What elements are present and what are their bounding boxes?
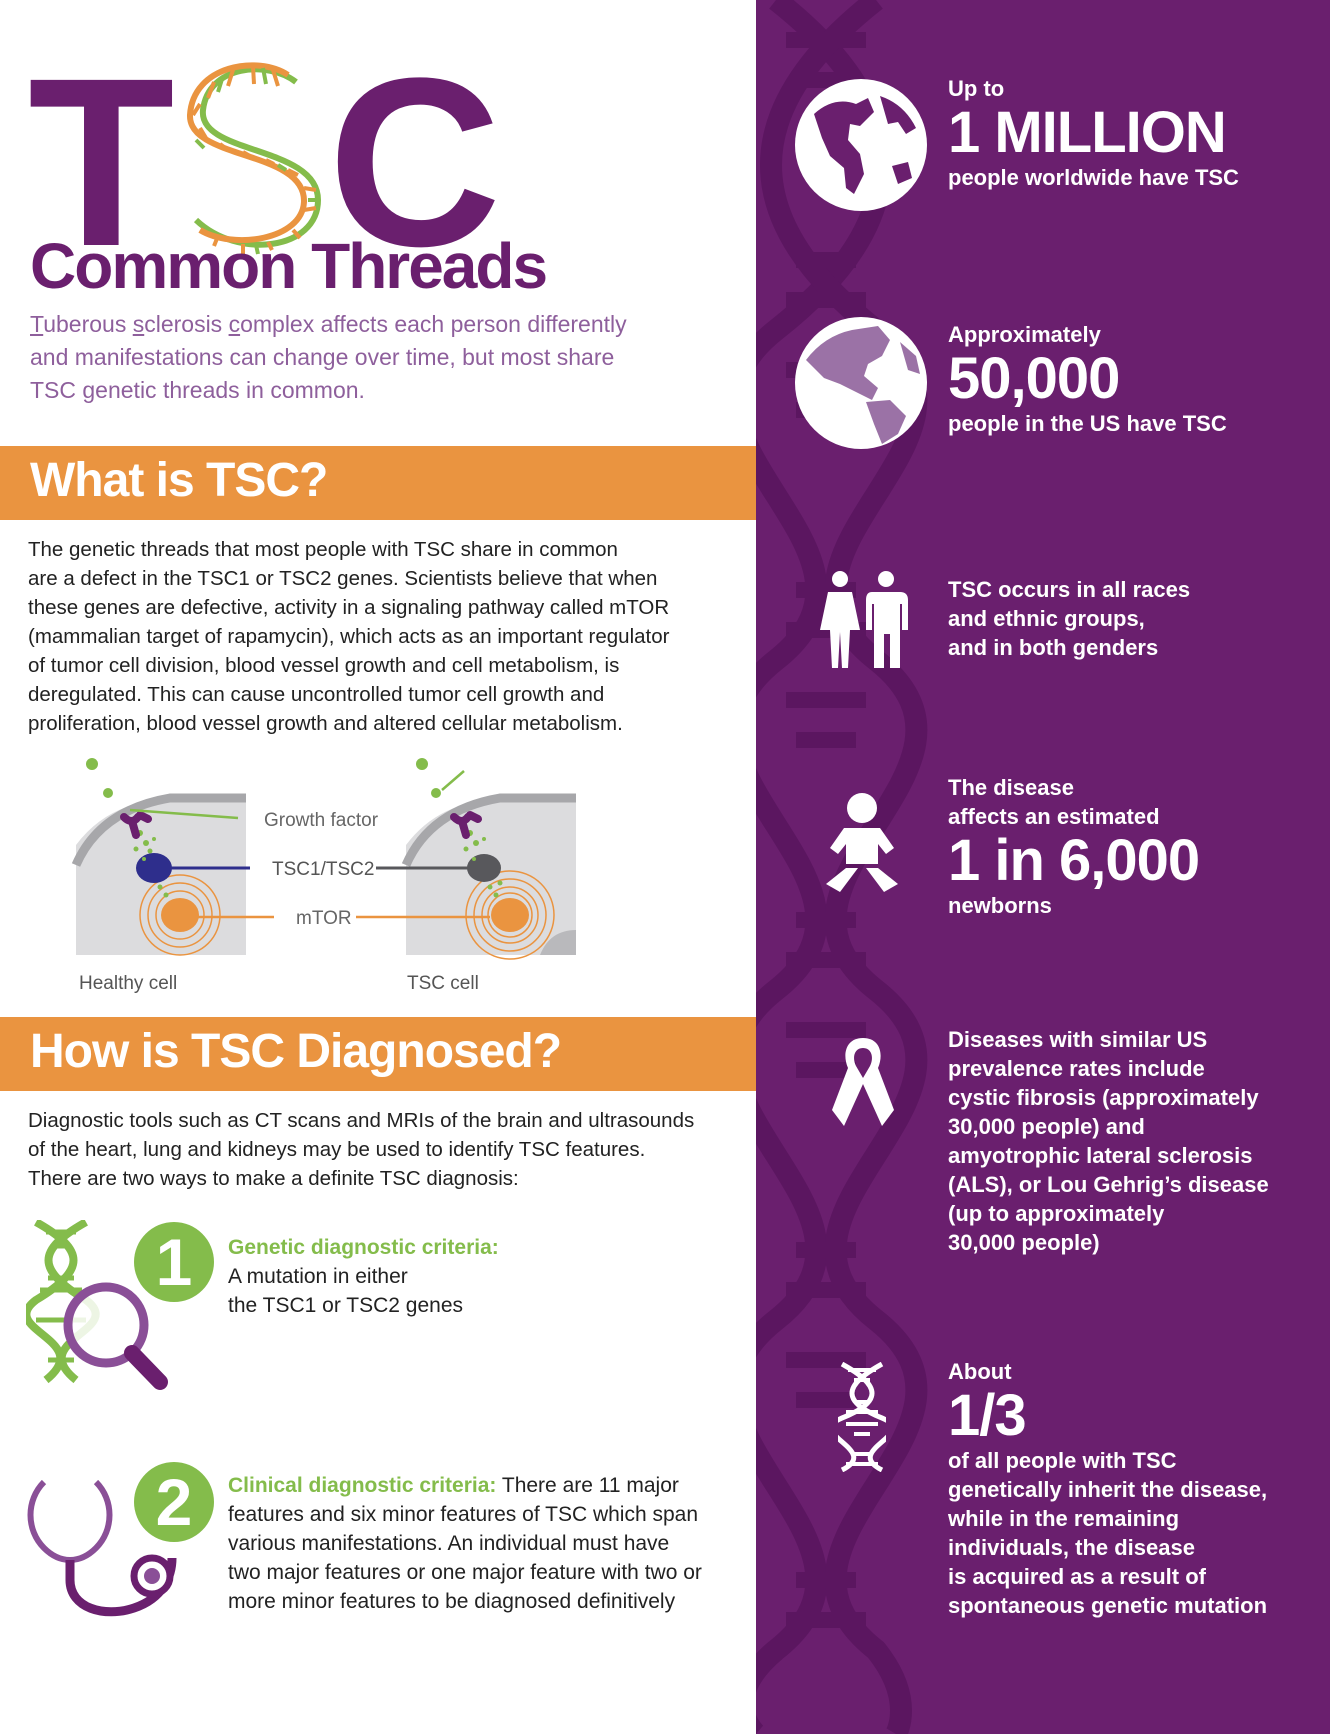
intro-text: Tuberous sclerosis complex affects each … xyxy=(30,308,670,407)
stat-inherit-line: is acquired as a result of xyxy=(948,1564,1206,1589)
what-is-tsc-band: What is TSC? xyxy=(0,446,756,520)
stat-newborns-pre2: affects an estimated xyxy=(948,804,1160,829)
what-line: deregulated. This can cause uncontrolled… xyxy=(28,683,605,706)
stat-similar-line: prevalence rates include xyxy=(948,1056,1205,1081)
stat-worldwide-pre: Up to xyxy=(948,76,1005,101)
what-line: proliferation, blood vessel growth and a… xyxy=(28,712,623,735)
stat-similar-diseases: Diseases with similar US prevalence rate… xyxy=(948,1025,1269,1257)
stat-newborns-post: newborns xyxy=(948,893,1052,918)
stat-similar-line: cystic fibrosis (approximately xyxy=(948,1085,1259,1110)
stat-worldwide-post: people worldwide have TSC xyxy=(948,165,1239,190)
stat-similar-line: (ALS), or Lou Gehrig’s disease xyxy=(948,1172,1269,1197)
criteria-2-line: various manifestations. An individual mu… xyxy=(228,1532,670,1555)
tsc-cell-graphic xyxy=(401,758,576,960)
intro-line-1: Tuberous sclerosis complex affects each … xyxy=(30,308,670,341)
intro-line-2: and manifestations can change over time,… xyxy=(30,344,615,370)
stat-similar-line: 30,000 people) xyxy=(948,1230,1100,1255)
stat-inherit-big: 1/3 xyxy=(948,1383,1027,1448)
stat-races-line: and ethnic groups, xyxy=(948,606,1145,631)
criteria-2-title: Clinical diagnostic criteria: xyxy=(228,1474,497,1497)
what-is-tsc-body: The genetic threads that most people wit… xyxy=(28,535,718,738)
stat-newborns-big: 1 in 6,000 xyxy=(948,828,1200,893)
diagnosed-line: of the heart, lung and kidneys may be us… xyxy=(28,1138,646,1161)
stat-inherit: About 1/3 of all people with TSC genetic… xyxy=(948,1357,1267,1620)
criteria-1-text: Genetic diagnostic criteria: A mutation … xyxy=(228,1233,708,1320)
stat-similar-line: amyotrophic lateral sclerosis xyxy=(948,1143,1253,1168)
baby-icon xyxy=(826,793,898,892)
criteria-2-line-1: Clinical diagnostic criteria: There are … xyxy=(228,1471,728,1500)
tsc-title-graphic: T C xyxy=(28,40,498,260)
intro-part1: uberous xyxy=(43,311,133,337)
stat-newborns: The disease affects an estimated 1 in 6,… xyxy=(948,773,1200,920)
criteria-2-line: features and six minor features of TSC w… xyxy=(228,1503,699,1526)
criteria-2-line: There are 11 major xyxy=(501,1474,679,1497)
stat-worldwide: Up to 1 MILLION people worldwide have TS… xyxy=(948,74,1239,192)
stat-inherit-line: of all people with TSC xyxy=(948,1448,1177,1473)
title-letter-t: T xyxy=(28,40,175,260)
intro-part3: omplex affects each person differently xyxy=(240,311,627,337)
healthy-cell-graphic xyxy=(71,758,246,956)
dna-s-graphic xyxy=(186,62,322,255)
stat-newborns-pre1: The disease xyxy=(948,775,1074,800)
diagnosed-heading: How is TSC Diagnosed? xyxy=(30,1025,562,1078)
stats-panel: Up to 1 MILLION people worldwide have TS… xyxy=(756,0,1330,1734)
stat-us-pre: Approximately xyxy=(948,322,1101,347)
globe-icon xyxy=(795,79,927,211)
intro-part2: clerosis xyxy=(144,311,229,337)
criteria-2-number-badge: 2 xyxy=(134,1462,214,1542)
diagnosed-line: Diagnostic tools such as CT scans and MR… xyxy=(28,1109,695,1132)
criteria-1-number-badge: 1 xyxy=(134,1222,214,1302)
what-line: are a defect in the TSC1 or TSC2 genes. … xyxy=(28,567,658,590)
label-tsc-cell: TSC cell xyxy=(407,973,479,994)
intro-c: c xyxy=(228,311,241,337)
criteria-1-title: Genetic diagnostic criteria: xyxy=(228,1236,499,1259)
what-line: (mammalian target of rapamycin), which a… xyxy=(28,625,670,648)
intro-s: s xyxy=(132,311,145,337)
stat-races-line: TSC occurs in all races xyxy=(948,577,1191,602)
stat-inherit-pre: About xyxy=(948,1359,1012,1384)
stat-inherit-line: genetically inherit the disease, xyxy=(948,1477,1268,1502)
stat-similar-line: Diseases with similar US xyxy=(948,1027,1208,1052)
man-woman-icon xyxy=(820,571,908,668)
label-mtor: mTOR xyxy=(296,908,352,929)
subtitle: Common Threads xyxy=(30,230,548,302)
stat-us: Approximately 50,000 people in the US ha… xyxy=(948,320,1227,438)
criteria-1-line: the TSC1 or TSC2 genes xyxy=(228,1294,464,1317)
stat-inherit-line: individuals, the disease xyxy=(948,1535,1195,1560)
what-is-tsc-heading: What is TSC? xyxy=(30,454,328,507)
stat-us-post: people in the US have TSC xyxy=(948,411,1227,436)
cell-diagram: Growth factor TSC1/TSC2 mTOR Healthy cel… xyxy=(71,758,576,994)
what-line: of tumor cell division, blood vessel gro… xyxy=(28,654,620,677)
label-healthy-cell: Healthy cell xyxy=(79,973,177,994)
stat-inherit-line: while in the remaining xyxy=(948,1506,1180,1531)
ribbon-icon xyxy=(832,1038,894,1126)
stethoscope-icon xyxy=(27,1480,177,1617)
label-tsc1-tsc2: TSC1/TSC2 xyxy=(272,859,374,880)
stat-races: TSC occurs in all races and ethnic group… xyxy=(948,575,1190,662)
dna-strand-icon xyxy=(838,1362,886,1472)
dna-magnifier-icon xyxy=(26,1220,168,1390)
intro-line-3: TSC genetic threads in common. xyxy=(30,377,365,403)
stat-us-big: 50,000 xyxy=(948,346,1120,411)
label-growth-factor: Growth factor xyxy=(264,810,379,831)
intro-t: T xyxy=(30,311,44,337)
stat-similar-line: (up to approximately xyxy=(948,1201,1165,1226)
what-line: The genetic threads that most people wit… xyxy=(28,538,618,561)
criteria-1-line: A mutation in either xyxy=(228,1265,408,1288)
criteria-2-text: Clinical diagnostic criteria: There are … xyxy=(228,1471,728,1616)
what-line: these genes are defective, activity in a… xyxy=(28,596,670,619)
us-globe-icon xyxy=(795,317,927,449)
title-letter-c: C xyxy=(328,40,498,260)
stat-races-line: and in both genders xyxy=(948,635,1159,660)
diagnosed-line: There are two ways to make a definite TS… xyxy=(28,1167,519,1190)
stat-worldwide-big: 1 MILLION xyxy=(948,100,1227,165)
diagnosed-body: Diagnostic tools such as CT scans and MR… xyxy=(28,1106,718,1193)
diagnosed-band: How is TSC Diagnosed? xyxy=(0,1017,756,1091)
stat-similar-line: 30,000 people) and xyxy=(948,1114,1145,1139)
criteria-2-line: more minor features to be diagnosed defi… xyxy=(228,1590,676,1613)
criteria-2-line: two major features or one major feature … xyxy=(228,1561,702,1584)
stat-inherit-line: spontaneous genetic mutation xyxy=(948,1593,1268,1618)
